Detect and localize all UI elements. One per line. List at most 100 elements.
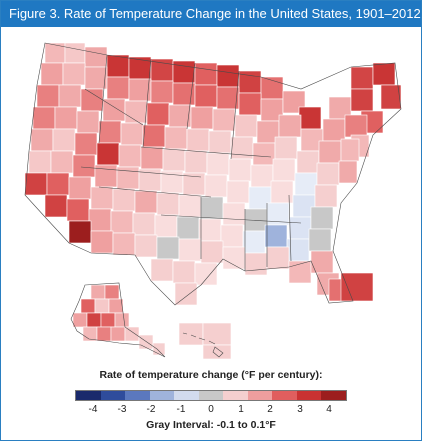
grid-cell [294,172,318,196]
figure-title: Figure 3. Rate of Temperature Change in … [1,1,421,27]
hawaii-cells [178,322,232,360]
grid-cell [120,122,144,146]
grid-cell [150,80,174,104]
grid-cell [138,334,154,350]
color-swatch [272,391,297,400]
grid-cell [96,326,112,342]
grid-cell [162,148,186,172]
legend-tick: -4 [88,404,98,415]
grid-cell [66,198,90,222]
grid-cell [298,106,322,130]
grid-cell [274,136,298,160]
grid-cell [76,110,100,134]
color-swatch [76,391,101,400]
grid-cell [250,164,274,188]
grid-cell [150,258,174,282]
grid-cell [316,162,340,186]
grid-cell [146,102,170,126]
color-scale-bar [75,390,347,401]
grid-cell [222,202,246,226]
grid-cell [340,138,360,162]
grid-cell [314,184,338,208]
grid-cell [72,154,96,178]
grid-cell [172,82,196,106]
grid-cell [244,252,268,276]
grid-cell [198,218,222,242]
grid-cell [84,46,108,68]
grid-cell [272,158,296,182]
grid-cell [72,312,88,328]
grid-cell [308,228,332,252]
grid-cell [30,128,54,152]
alaska-outline [70,282,166,358]
grid-cell [208,130,232,154]
grid-cell [52,128,76,152]
grid-cell [150,58,174,82]
grid-cell [350,66,374,90]
color-swatch [149,391,175,400]
grid-cell [212,108,236,132]
grid-cell [90,186,114,210]
color-swatch [247,391,273,400]
legend-tick: -2 [146,404,156,415]
legend-tick: -1 [176,404,186,415]
grid-cell [310,250,334,274]
legend-tick: -3 [117,404,127,415]
grid-cell [204,174,228,198]
legend-tick: 3 [297,404,303,415]
grid-cell [220,224,244,248]
grid-cell [64,42,86,64]
grid-cell [96,142,120,166]
grid-cell [200,240,224,264]
grid-cell [194,262,218,286]
color-swatch [198,391,224,400]
grid-cell [46,172,70,196]
grid-cell [266,246,290,270]
grid-cell [242,230,266,254]
grid-cell [156,192,180,216]
grid-cell [100,312,116,328]
grid-cell [206,152,230,176]
grid-cell [202,322,232,346]
legend-title: Rate of temperature change (°F per centu… [99,369,323,381]
grid-cell [44,194,68,218]
grid-cell [128,56,152,80]
color-swatch [296,391,322,400]
grid-cell [58,84,82,108]
grid-cell [94,298,110,314]
grid-cell [80,298,96,314]
grid-cell [68,220,92,244]
grid-cell [172,260,196,284]
grid-cell [344,114,368,138]
grid-cell [252,142,276,166]
grid-cell [310,206,334,230]
grid-cell [40,62,64,86]
grid-cell [222,246,246,270]
grid-cell [32,106,56,130]
grid-cell [106,54,130,78]
grid-cell [296,150,320,174]
legend-tick: 0 [208,404,214,415]
legend-tick: 2 [267,404,273,415]
grid-cell [226,180,250,204]
grid-cell [186,128,210,152]
grid-cell [28,150,52,174]
grid-cell [68,176,92,200]
grid-cell [124,326,140,342]
legend-tick: 1 [238,404,244,415]
grid-cell [134,190,158,214]
grid-cell [90,230,114,254]
grid-cell [338,160,358,184]
grid-cell [154,214,178,238]
grid-cell [114,312,130,328]
grid-cell [264,224,288,248]
grid-cell [142,124,166,148]
color-swatch [223,391,248,400]
grid-cell [152,342,166,356]
hawaii-islands [182,332,224,358]
grid-cell [228,158,252,182]
grid-cell [98,120,122,144]
grid-cell [36,84,60,108]
grid-cell [178,322,204,346]
